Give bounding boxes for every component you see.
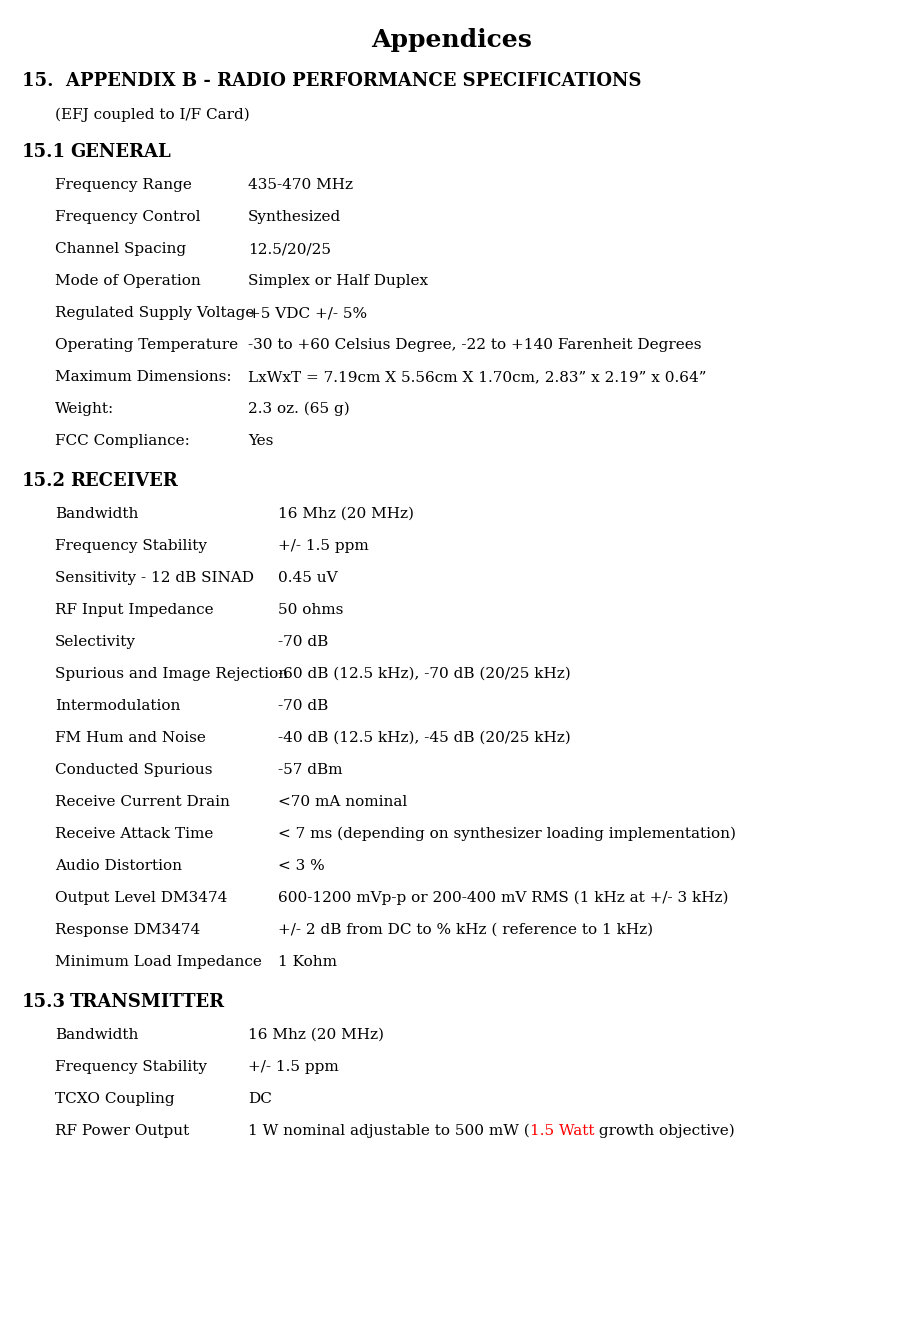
Text: 16 Mhz (20 MHz): 16 Mhz (20 MHz) xyxy=(278,507,414,522)
Text: < 7 ms (depending on synthesizer loading implementation): < 7 ms (depending on synthesizer loading… xyxy=(278,827,736,841)
Text: Yes: Yes xyxy=(248,434,273,448)
Text: GENERAL: GENERAL xyxy=(70,143,171,161)
Text: -70 dB: -70 dB xyxy=(278,699,329,713)
Text: Operating Temperature: Operating Temperature xyxy=(55,338,238,351)
Text: Maximum Dimensions:: Maximum Dimensions: xyxy=(55,370,232,384)
Text: Appendices: Appendices xyxy=(372,28,532,52)
Text: growth objective): growth objective) xyxy=(595,1124,735,1139)
Text: < 3 %: < 3 % xyxy=(278,860,325,873)
Text: LxWxT = 7.19cm X 5.56cm X 1.70cm, 2.83” x 2.19” x 0.64”: LxWxT = 7.19cm X 5.56cm X 1.70cm, 2.83” … xyxy=(248,370,707,384)
Text: Mode of Operation: Mode of Operation xyxy=(55,274,201,288)
Text: Sensitivity - 12 dB SINAD: Sensitivity - 12 dB SINAD xyxy=(55,571,254,585)
Text: Receive Attack Time: Receive Attack Time xyxy=(55,827,214,841)
Text: 0.45 uV: 0.45 uV xyxy=(278,571,338,585)
Text: -30 to +60 Celsius Degree, -22 to +140 Farenheit Degrees: -30 to +60 Celsius Degree, -22 to +140 F… xyxy=(248,338,701,351)
Text: 15.  APPENDIX B - RADIO PERFORMANCE SPECIFICATIONS: 15. APPENDIX B - RADIO PERFORMANCE SPECI… xyxy=(22,72,642,90)
Text: -70 dB: -70 dB xyxy=(278,636,329,649)
Text: Intermodulation: Intermodulation xyxy=(55,699,180,713)
Text: 15.2: 15.2 xyxy=(22,472,66,489)
Text: Spurious and Image Rejection: Spurious and Image Rejection xyxy=(55,666,288,681)
Text: <70 mA nominal: <70 mA nominal xyxy=(278,795,407,809)
Text: FM Hum and Noise: FM Hum and Noise xyxy=(55,731,205,746)
Text: Audio Distortion: Audio Distortion xyxy=(55,860,182,873)
Text: 435-470 MHz: 435-470 MHz xyxy=(248,178,353,192)
Text: FCC Compliance:: FCC Compliance: xyxy=(55,434,190,448)
Text: 1 W nominal adjustable to 500 mW (: 1 W nominal adjustable to 500 mW ( xyxy=(248,1124,529,1139)
Text: (EFJ coupled to I/F Card): (EFJ coupled to I/F Card) xyxy=(55,109,250,122)
Text: +5 VDC +/- 5%: +5 VDC +/- 5% xyxy=(248,306,367,320)
Text: 15.3: 15.3 xyxy=(22,992,66,1011)
Text: Regulated Supply Voltage: Regulated Supply Voltage xyxy=(55,306,254,320)
Text: Bandwidth: Bandwidth xyxy=(55,507,138,522)
Text: TRANSMITTER: TRANSMITTER xyxy=(70,992,225,1011)
Text: Frequency Stability: Frequency Stability xyxy=(55,539,207,552)
Text: Frequency Control: Frequency Control xyxy=(55,211,201,224)
Text: TCXO Coupling: TCXO Coupling xyxy=(55,1092,175,1106)
Text: Receive Current Drain: Receive Current Drain xyxy=(55,795,230,809)
Text: +/- 1.5 ppm: +/- 1.5 ppm xyxy=(278,539,368,552)
Text: -57 dBm: -57 dBm xyxy=(278,763,342,776)
Text: DC: DC xyxy=(248,1092,272,1106)
Text: +/- 2 dB from DC to % kHz ( reference to 1 kHz): +/- 2 dB from DC to % kHz ( reference to… xyxy=(278,923,653,937)
Text: Minimum Load Impedance: Minimum Load Impedance xyxy=(55,955,262,970)
Text: 16 Mhz (20 MHz): 16 Mhz (20 MHz) xyxy=(248,1029,384,1042)
Text: 2.3 oz. (65 g): 2.3 oz. (65 g) xyxy=(248,402,349,417)
Text: RF Input Impedance: RF Input Impedance xyxy=(55,603,214,617)
Text: Bandwidth: Bandwidth xyxy=(55,1029,138,1042)
Text: 1 Kohm: 1 Kohm xyxy=(278,955,337,970)
Text: +/- 1.5 ppm: +/- 1.5 ppm xyxy=(248,1059,338,1074)
Text: Conducted Spurious: Conducted Spurious xyxy=(55,763,213,776)
Text: Frequency Stability: Frequency Stability xyxy=(55,1059,207,1074)
Text: -40 dB (12.5 kHz), -45 dB (20/25 kHz): -40 dB (12.5 kHz), -45 dB (20/25 kHz) xyxy=(278,731,571,746)
Text: 15.1: 15.1 xyxy=(22,143,66,161)
Text: Channel Spacing: Channel Spacing xyxy=(55,241,186,256)
Text: 50 ohms: 50 ohms xyxy=(278,603,343,617)
Text: Selectivity: Selectivity xyxy=(55,636,136,649)
Text: 1.5 Watt: 1.5 Watt xyxy=(529,1124,595,1139)
Text: -60 dB (12.5 kHz), -70 dB (20/25 kHz): -60 dB (12.5 kHz), -70 dB (20/25 kHz) xyxy=(278,666,571,681)
Text: 12.5/20/25: 12.5/20/25 xyxy=(248,241,331,256)
Text: 600-1200 mVp-p or 200-400 mV RMS (1 kHz at +/- 3 kHz): 600-1200 mVp-p or 200-400 mV RMS (1 kHz … xyxy=(278,890,729,905)
Text: Simplex or Half Duplex: Simplex or Half Duplex xyxy=(248,274,428,288)
Text: Synthesized: Synthesized xyxy=(248,211,341,224)
Text: Frequency Range: Frequency Range xyxy=(55,178,192,192)
Text: Response DM3474: Response DM3474 xyxy=(55,923,200,937)
Text: Output Level DM3474: Output Level DM3474 xyxy=(55,890,227,905)
Text: RF Power Output: RF Power Output xyxy=(55,1124,189,1139)
Text: RECEIVER: RECEIVER xyxy=(70,472,177,489)
Text: Weight:: Weight: xyxy=(55,402,114,416)
